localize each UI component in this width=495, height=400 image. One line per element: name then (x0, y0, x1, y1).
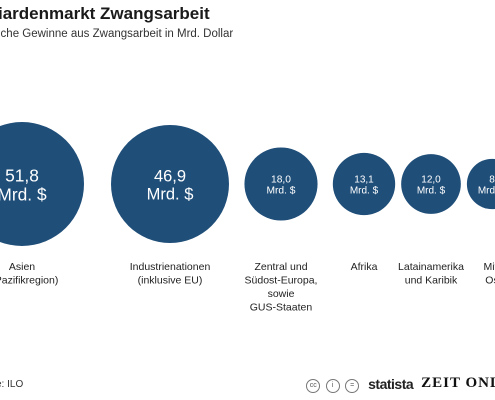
category-label-1-0: Industrienationen (130, 261, 211, 273)
bubble-unit-2: Mrd. $ (267, 186, 296, 197)
bubble-value-3: 13,1 (354, 175, 374, 186)
bubble-1 (111, 125, 229, 243)
bubble-unit-4: Mrd. $ (417, 186, 446, 197)
bubble-4 (401, 154, 461, 214)
category-label-2-1: Südost-Europa, (245, 275, 318, 287)
bubble-2 (244, 147, 318, 221)
statista-logo: statista (368, 375, 414, 392)
bubble-unit-1: Mrd. $ (147, 186, 194, 204)
no-derivatives-icon: = (345, 379, 360, 393)
category-label-5-1: Os (485, 275, 495, 287)
category-label-5-0: Mitt (484, 261, 495, 273)
chart-title: iardenmarkt Zwangsarbeit (0, 4, 210, 23)
category-label-2-0: Zentral und (254, 261, 307, 273)
zeit-online-logo: ZEIT ONL (421, 375, 495, 391)
bubble-5 (466, 158, 495, 210)
bubble-unit-3: Mrd. $ (350, 186, 379, 197)
source-note: e: ILO (0, 379, 24, 390)
bubble-3 (332, 152, 396, 216)
bubble-0 (0, 122, 84, 246)
category-label-1-1: (inklusive EU) (138, 275, 203, 287)
cc-icon: cc (306, 379, 321, 393)
bubble-value-1: 46,9 (154, 168, 186, 186)
footer-brand: cc i = statista ZEIT ONL (306, 374, 495, 393)
cc-license-icons: cc i = (306, 374, 360, 393)
bubble-unit-5: Mrd. $ (478, 186, 495, 197)
category-label-2-3: GUS-Staaten (250, 302, 313, 314)
category-label-0-0: Asien (9, 261, 35, 273)
chart-subtitle: iche Gewinne aus Zwangsarbeit in Mrd. Do… (0, 28, 234, 40)
category-label-0-1: + Pazifikregion) (0, 275, 58, 287)
bubble-value-5: 8 (489, 175, 495, 186)
category-label-3-0: Afrika (351, 261, 378, 273)
category-label-4-0: Latainamerika (398, 261, 464, 273)
bubble-value-0: 51,8 (5, 165, 39, 185)
category-label-2-2: sowie (268, 288, 295, 300)
bubble-value-2: 18,0 (271, 174, 291, 185)
bubble-value-4: 12,0 (421, 175, 441, 186)
category-label-4-1: und Karibik (405, 275, 458, 287)
bubble-unit-0: Mrd. $ (0, 184, 47, 204)
attribution-icon: i (325, 379, 340, 393)
